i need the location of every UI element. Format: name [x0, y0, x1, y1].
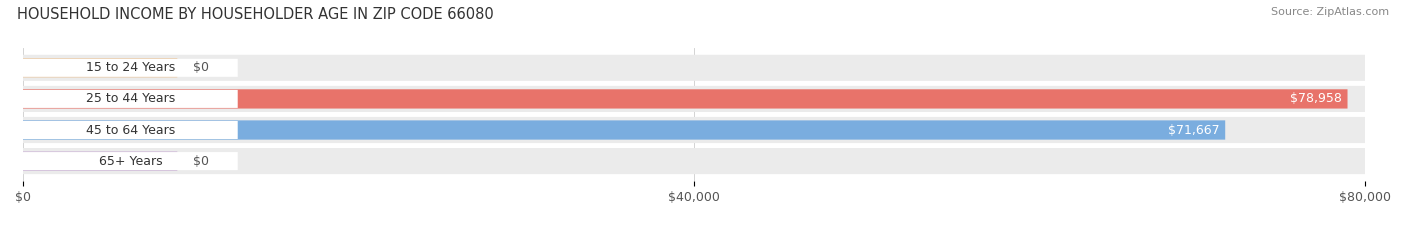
FancyBboxPatch shape — [22, 120, 1225, 140]
Text: 15 to 24 Years: 15 to 24 Years — [86, 61, 174, 74]
Text: Source: ZipAtlas.com: Source: ZipAtlas.com — [1271, 7, 1389, 17]
FancyBboxPatch shape — [22, 58, 177, 77]
Text: $71,667: $71,667 — [1168, 123, 1220, 137]
FancyBboxPatch shape — [22, 55, 1365, 81]
FancyBboxPatch shape — [22, 151, 177, 171]
Text: 45 to 64 Years: 45 to 64 Years — [86, 123, 174, 137]
Text: $0: $0 — [194, 61, 209, 74]
FancyBboxPatch shape — [22, 152, 238, 170]
Text: $78,958: $78,958 — [1291, 93, 1343, 105]
FancyBboxPatch shape — [22, 89, 1347, 109]
FancyBboxPatch shape — [22, 86, 1365, 112]
FancyBboxPatch shape — [22, 59, 238, 77]
Text: HOUSEHOLD INCOME BY HOUSEHOLDER AGE IN ZIP CODE 66080: HOUSEHOLD INCOME BY HOUSEHOLDER AGE IN Z… — [17, 7, 494, 22]
Text: 65+ Years: 65+ Years — [98, 154, 162, 168]
FancyBboxPatch shape — [22, 148, 1365, 174]
FancyBboxPatch shape — [22, 121, 238, 139]
Text: 25 to 44 Years: 25 to 44 Years — [86, 93, 174, 105]
FancyBboxPatch shape — [22, 90, 238, 108]
Text: $0: $0 — [194, 154, 209, 168]
FancyBboxPatch shape — [22, 117, 1365, 143]
